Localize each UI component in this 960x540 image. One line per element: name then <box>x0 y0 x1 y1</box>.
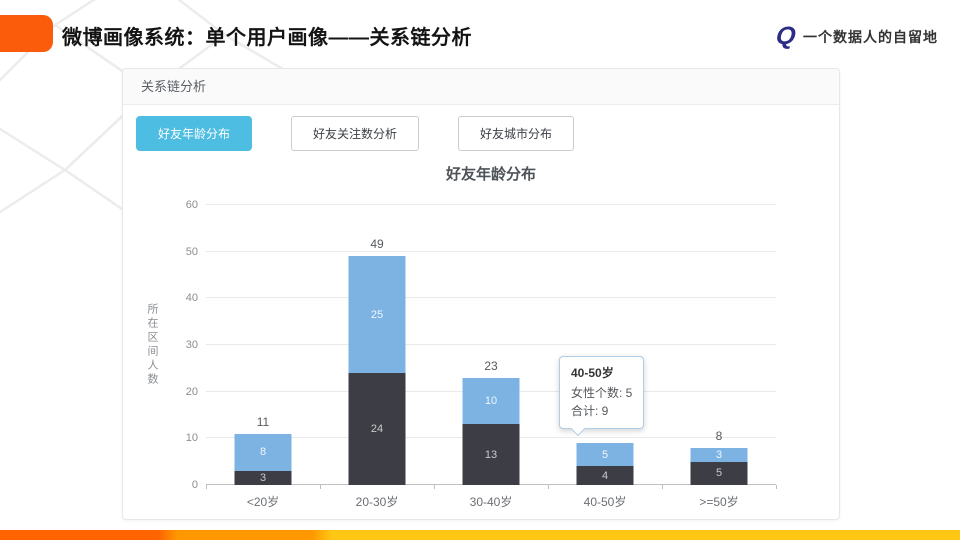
bar-total-label: 23 <box>484 358 498 373</box>
x-axis-tick <box>320 485 321 489</box>
gridline <box>206 344 776 345</box>
category-band: 5 3 8 >=50岁 <box>662 205 776 509</box>
bar-segment: 4 <box>576 466 634 485</box>
x-axis-label: >=50岁 <box>699 495 739 509</box>
chart-tooltip: 40-50岁 女性个数: 5 合计: 9 <box>559 356 645 437</box>
x-axis-tick <box>548 485 549 489</box>
category-band: 3 8 11 <20岁 <box>206 205 320 509</box>
bar-segment: 24 <box>348 373 406 485</box>
stacked-bar-chart: 所在区间人数 40-50岁 女性个数: 5 合计: 9 0 10 20 30 40 50 6… <box>146 199 777 509</box>
y-tick-label: 0 <box>191 479 198 491</box>
brand-q-logo-icon: Q <box>774 22 797 50</box>
gridline <box>206 250 776 252</box>
bar-total-label: 49 <box>370 237 384 252</box>
y-tick-label: 20 <box>185 385 198 398</box>
category-band: 13 10 23 30-40岁 <box>434 205 548 509</box>
brand: Q 一个数据人的自留地 <box>774 22 938 50</box>
y-tick-label: 10 <box>185 432 198 445</box>
x-axis-label: <20岁 <box>246 495 280 509</box>
tab-friend-age-distribution[interactable]: 好友年龄分布 <box>136 116 253 151</box>
tab-friend-city-distribution[interactable]: 好友城市分布 <box>458 116 575 151</box>
tooltip-line: 合计: 9 <box>571 404 609 418</box>
x-axis-label: 40-50岁 <box>583 495 627 509</box>
y-axis-title: 所在区间人数 <box>146 303 158 387</box>
title-accent-block <box>0 15 53 52</box>
bar-segment: 5 <box>690 461 748 485</box>
y-tick-label: 30 <box>185 339 198 351</box>
y-tick-label: 40 <box>185 292 198 305</box>
bar-segment: 5 <box>576 443 634 467</box>
gridline <box>206 297 776 299</box>
bar-20-30岁[interactable]: 24 25 <box>348 256 406 485</box>
slide-title: 微博画像系统：单个用户画像——关系链分析 <box>62 27 472 49</box>
bar-segment: 10 <box>462 377 520 425</box>
panel-body: 好友年龄分布 好友关注数分析 好友城市分布 好友年龄分布 所在区间人数 40-50岁… <box>123 105 839 519</box>
chart-tabs: 好友年龄分布 好友关注数分析 好友城市分布 <box>136 116 575 151</box>
panel-header: 关系链分析 <box>123 69 839 105</box>
y-tick-label: 60 <box>185 199 198 211</box>
chart-title: 好友年龄分布 <box>445 166 536 183</box>
category-band: 24 25 49 20-30岁 <box>320 205 434 509</box>
x-axis-label: 30-40岁 <box>469 495 513 509</box>
tooltip-title: 40-50岁 <box>571 366 614 380</box>
x-axis-label: 20-30岁 <box>355 495 399 509</box>
tooltip-line: 女性个数: 5 <box>571 386 633 400</box>
bar-segment: 25 <box>348 256 406 373</box>
x-axis-tick <box>206 485 207 489</box>
analysis-panel: 关系链分析 好友年龄分布 好友关注数分析 好友城市分布 好友年龄分布 所在区间人数 … <box>122 68 840 520</box>
bar-segment: 13 <box>462 424 520 485</box>
bar-30-40岁[interactable]: 13 10 <box>462 377 520 485</box>
bar-segment: 8 <box>234 433 292 471</box>
bar-total-label: 11 <box>256 414 270 429</box>
x-axis-tick <box>434 485 435 489</box>
category-band: 4 5 40-50岁 <box>548 205 662 509</box>
tab-friend-following-analysis[interactable]: 好友关注数分析 <box>291 116 420 151</box>
bar-total-label: 8 <box>715 428 723 443</box>
brand-name: 一个数据人的自留地 <box>803 28 938 45</box>
footer-gradient-bar <box>0 530 960 540</box>
bar-segment: 3 <box>690 447 748 462</box>
bar-segment: 3 <box>234 471 292 485</box>
x-axis-tick <box>662 485 663 489</box>
x-axis-tick <box>776 485 777 489</box>
y-tick-label: 50 <box>185 245 198 258</box>
gridline <box>206 204 776 205</box>
